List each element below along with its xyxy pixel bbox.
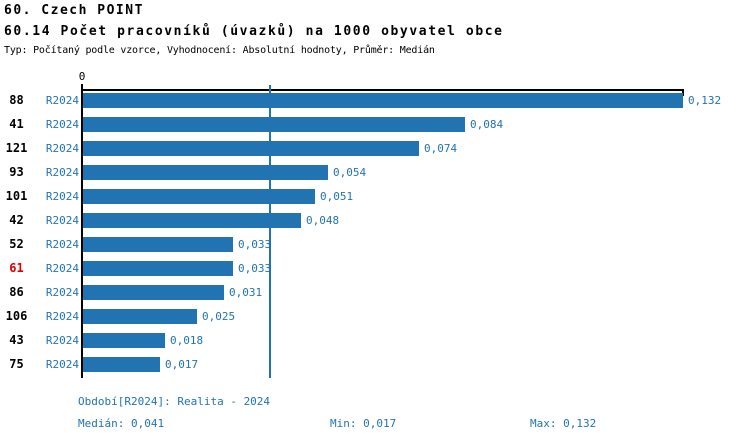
- chart-row: 61 R2024 0,033: [0, 261, 750, 276]
- bar: [83, 357, 160, 372]
- bar-value-label: 0,033: [238, 238, 272, 251]
- median-stat-label: Medián:: [78, 417, 125, 430]
- chart-row: 43 R2024 0,018: [0, 333, 750, 348]
- row-rank-label: 93: [9, 165, 24, 179]
- row-period-label: R2024: [45, 214, 79, 227]
- bar: [83, 213, 301, 228]
- bar-value-label: 0,074: [424, 142, 458, 155]
- min-stat-value: 0,017: [363, 417, 397, 430]
- bar-value-label: 0,084: [470, 118, 504, 131]
- row-rank-label: 41: [9, 117, 24, 131]
- chart-row: 121 R2024 0,074: [0, 141, 750, 156]
- min-stat-label: Min:: [330, 417, 357, 430]
- bar-value-label: 0,025: [202, 310, 236, 323]
- median-stat-value: 0,041: [130, 417, 165, 430]
- max-stat: Max: 0,132: [530, 417, 596, 430]
- row-rank-label: 52: [9, 237, 24, 251]
- bar: [83, 309, 197, 324]
- row-period-label: R2024: [45, 334, 79, 347]
- bar-value-label: 0,048: [306, 214, 340, 227]
- row-period-label: R2024: [45, 190, 79, 203]
- indicator-title: 60.14 Počet pracovníků (úvazků) na 1000 …: [4, 24, 504, 39]
- row-period-label: R2024: [45, 142, 79, 155]
- median-reference-line: [269, 85, 271, 378]
- chart-row: 52 R2024 0,033: [0, 237, 750, 252]
- y-axis-line: [81, 84, 83, 378]
- row-period-label: R2024: [45, 238, 79, 251]
- bar-value-label: 0,018: [170, 334, 204, 347]
- row-rank-label: 42: [9, 213, 24, 227]
- row-rank-label: 75: [9, 357, 24, 371]
- bar-value-label: 0,054: [333, 166, 367, 179]
- chart-row: 41 R2024 0,084: [0, 117, 750, 132]
- chart-row: 42 R2024 0,048: [0, 213, 750, 228]
- row-rank-label: 86: [9, 285, 24, 299]
- bar-value-label: 0,033: [238, 262, 272, 275]
- row-period-label: R2024: [45, 310, 79, 323]
- min-stat: Min: 0,017: [330, 417, 396, 430]
- row-period-label: R2024: [45, 286, 79, 299]
- row-rank-label: 101: [5, 189, 28, 203]
- row-rank-label: 88: [9, 93, 24, 107]
- bar: [83, 141, 419, 156]
- bar: [83, 285, 224, 300]
- indicator-subtitle: Typ: Počítaný podle vzorce, Vyhodnocení:…: [4, 45, 435, 56]
- chart-row: 86 R2024 0,031: [0, 285, 750, 300]
- row-period-label: R2024: [45, 94, 79, 107]
- x-axis-max-tick: [682, 89, 684, 96]
- row-rank-label-highlighted: 61: [9, 261, 24, 275]
- row-rank-label: 106: [5, 309, 28, 323]
- bar-value-label: 0,132: [688, 94, 722, 107]
- row-rank-label: 121: [5, 141, 28, 155]
- bar: [83, 237, 233, 252]
- bar: [83, 333, 165, 348]
- bar: [83, 165, 328, 180]
- bar-value-label: 0,031: [229, 286, 263, 299]
- max-stat-label: Max:: [530, 417, 557, 430]
- row-period-label: R2024: [45, 118, 79, 131]
- bar-value-label: 0,051: [320, 190, 354, 203]
- bar: [83, 93, 683, 108]
- bar: [83, 117, 465, 132]
- bar-value-label: 0,017: [165, 358, 199, 371]
- median-stat: Medián: 0,041: [78, 417, 164, 430]
- period-legend: Období[R2024]: Realita - 2024: [78, 395, 271, 408]
- row-period-label: R2024: [45, 358, 79, 371]
- chart-row: 106 R2024 0,025: [0, 309, 750, 324]
- chart-row: 101 R2024 0,051: [0, 189, 750, 204]
- chart-row: 88 R2024 0,132: [0, 93, 750, 108]
- row-period-label: R2024: [45, 166, 79, 179]
- bar: [83, 189, 315, 204]
- row-rank-label: 43: [9, 333, 24, 347]
- bar: [83, 261, 233, 276]
- x-axis-line: [81, 89, 684, 91]
- x-axis-zero-label: 0: [78, 70, 86, 83]
- max-stat-value: 0,132: [563, 417, 597, 430]
- report-section-title: 60. Czech POINT: [4, 3, 144, 18]
- chart-row: 75 R2024 0,017: [0, 357, 750, 372]
- chart-row: 93 R2024 0,054: [0, 165, 750, 180]
- row-period-label: R2024: [45, 262, 79, 275]
